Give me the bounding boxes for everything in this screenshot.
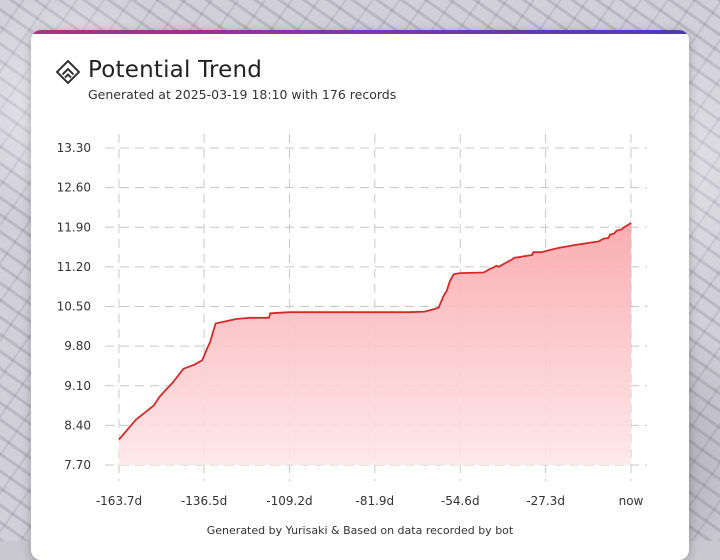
y-tick-label: 11.90: [57, 220, 91, 234]
page-subtitle: Generated at 2025-03-19 18:10 with 176 r…: [88, 87, 397, 102]
x-tick-label: -136.5d: [181, 494, 227, 508]
y-tick-label: 8.40: [64, 418, 91, 432]
y-tick-label: 10.50: [57, 300, 91, 314]
x-tick-label: -54.6d: [441, 494, 480, 508]
y-tick-label: 7.70: [64, 458, 91, 472]
x-tick-label: -109.2d: [266, 494, 312, 508]
potential-trend-chart: 7.70 8.40 9.10 9.80 10.50 11.20 11.90 12.60 13.3…: [57, 134, 647, 508]
trend-card: Potential Trend Generated at 2025-03-19 …: [31, 30, 689, 560]
potential-series-line: [118, 222, 632, 441]
page-title: Potential Trend: [88, 57, 263, 83]
x-tick-label: -163.7d: [96, 494, 142, 508]
potential-area-fill: [119, 222, 631, 465]
x-tick-label: now: [619, 494, 644, 508]
x-tick-label: -27.3d: [526, 494, 565, 508]
card-accent-bar: [31, 30, 689, 34]
footer-credit: Generated by Yurisaki & Based on data re…: [206, 524, 514, 537]
x-tick-label: -81.9d: [356, 494, 395, 508]
arcaea-logo-icon: [56, 60, 80, 84]
y-tick-label: 11.20: [57, 260, 91, 274]
y-tick-label: 9.10: [64, 379, 91, 393]
y-tick-label: 9.80: [64, 339, 91, 353]
y-tick-label: 13.30: [57, 141, 91, 155]
y-tick-label: 12.60: [57, 181, 91, 195]
